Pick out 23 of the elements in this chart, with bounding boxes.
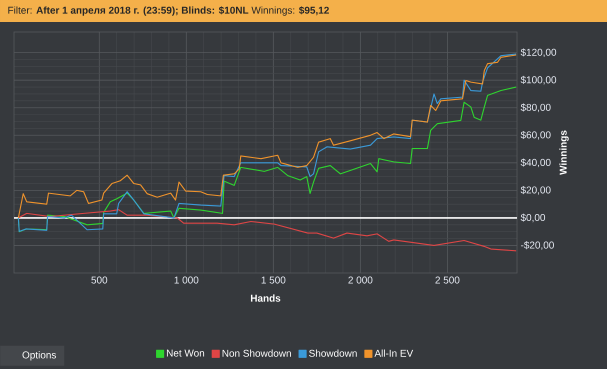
line-series [18,209,517,252]
legend-label: Net Won [166,350,204,357]
line-series [18,86,517,232]
legend-label: Showdown [309,349,357,357]
chart-title: Filter: After 1 апреля 2018 г. (23:59); Blinds: $10NL Winnings: $95,12 [8,6,329,16]
x-axis-title: Hands [250,294,280,302]
y-tick-label: $100,00 [520,76,556,85]
text: Options [22,351,56,360]
y-tick-label: $120,00 [520,48,556,57]
y-tick-label: $80,00 [520,103,551,112]
y-axis-title: Winnings [559,130,569,175]
x-tick-label: 2 500 [435,276,460,284]
x-tick-label: 2 000 [348,276,372,284]
x-tick-label: 500 [91,276,108,284]
y-tick-label: $20,00 [520,186,551,195]
y-tick-label: $0,00 [520,214,546,222]
x-tick-label: 1 000 [174,276,198,284]
x-tick-label: 1 500 [262,276,286,284]
legend-label: All-In EV [374,349,414,357]
y-tick-label: -$20,00 [520,241,554,250]
legend-label: Non Showdown [222,349,291,357]
y-tick-label: $40,00 [520,158,551,168]
y-tick-label: $60,00 [520,130,551,140]
